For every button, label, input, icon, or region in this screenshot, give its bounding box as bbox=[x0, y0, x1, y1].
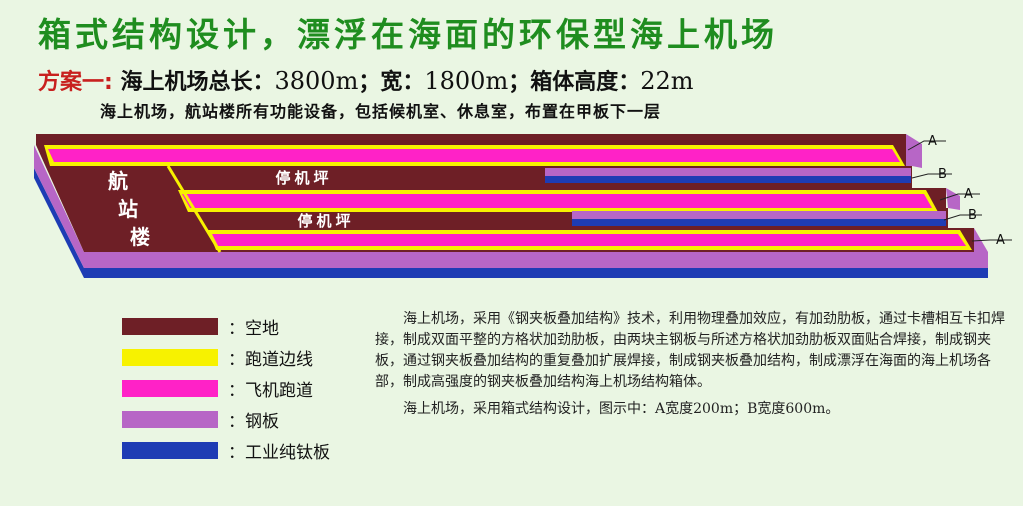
width-tag-3: A bbox=[964, 187, 973, 202]
description-para-2: 海上机场，采用箱式结构设计，图示中：A宽度200m；B宽度600m。 bbox=[403, 401, 840, 417]
steel-base bbox=[34, 145, 988, 268]
description: 海上机场，采用《钢夹板叠加结构》技术，利用物理叠加效应，有加劲肋板，通过卡槽相互… bbox=[375, 309, 1005, 426]
tag-leader-3 bbox=[939, 193, 980, 201]
terminal-divider bbox=[166, 165, 222, 253]
legend-swatch-edge bbox=[122, 349, 218, 366]
width-value: 1800m bbox=[424, 67, 509, 95]
apron-strip-2 bbox=[572, 211, 946, 219]
legend-label-edge: ：跑道边线 bbox=[228, 350, 313, 370]
legend-label-titanium: ：工业纯钛板 bbox=[228, 443, 330, 463]
plan-label: 方案一: bbox=[38, 70, 113, 95]
legend-swatch-runway bbox=[122, 380, 218, 397]
apron-strip-1 bbox=[545, 168, 911, 176]
tag-leader-1 bbox=[907, 140, 946, 151]
legend-label-runway: ：飞机跑道 bbox=[228, 381, 313, 401]
height-label: ；箱体高度： bbox=[508, 70, 641, 95]
height-value: 22m bbox=[640, 67, 694, 95]
width-tag-1: A bbox=[928, 134, 937, 149]
legend-label-steel: ：钢板 bbox=[228, 412, 279, 432]
apron-strip-1-blue bbox=[545, 176, 911, 183]
runway-2 bbox=[182, 194, 932, 208]
tag-leader-2 bbox=[911, 173, 952, 179]
runway-3 bbox=[212, 234, 966, 246]
description-para-1: 海上机场，采用《钢夹板叠加结构》技术，利用物理叠加效应，有加劲肋板，通过卡槽相互… bbox=[375, 311, 1005, 390]
terminal-char-1: 航 bbox=[108, 169, 128, 193]
apron-strip-2-blue bbox=[572, 219, 946, 226]
legend-swatch-steel bbox=[122, 411, 218, 428]
runway-1 bbox=[48, 149, 900, 162]
step-face-2 bbox=[946, 188, 960, 210]
legend-swatch-titanium bbox=[122, 442, 218, 459]
apron-label-2: 停机坪 bbox=[297, 212, 354, 230]
length-label: 海上机场总长： bbox=[120, 70, 275, 95]
length-value: 3800m bbox=[274, 67, 359, 95]
terminal-char-3: 楼 bbox=[130, 225, 150, 249]
width-label: ；宽： bbox=[358, 70, 425, 95]
spec-line: 方案一: 海上机场总长：3800m；宽：1800m；箱体高度：22m bbox=[38, 64, 694, 96]
width-tag-2: B bbox=[938, 167, 947, 182]
page-title: 箱式结构设计，漂浮在海面的环保型海上机场 bbox=[38, 15, 778, 54]
tag-leader-4 bbox=[943, 214, 982, 221]
step-face-1 bbox=[906, 134, 922, 168]
apron-label-1: 停机坪 bbox=[275, 169, 332, 187]
legend-swatch-ground bbox=[122, 318, 218, 335]
terminal-note: 海上机场，航站楼所有功能设备，包括候机室、休息室，布置在甲板下一层 bbox=[100, 102, 662, 121]
width-tag-5: A bbox=[996, 233, 1005, 248]
width-tag-4: B bbox=[968, 208, 977, 223]
legend-label-ground: ：空地 bbox=[228, 319, 279, 339]
terminal-char-2: 站 bbox=[118, 197, 138, 221]
tag-leader-5 bbox=[971, 239, 1012, 242]
